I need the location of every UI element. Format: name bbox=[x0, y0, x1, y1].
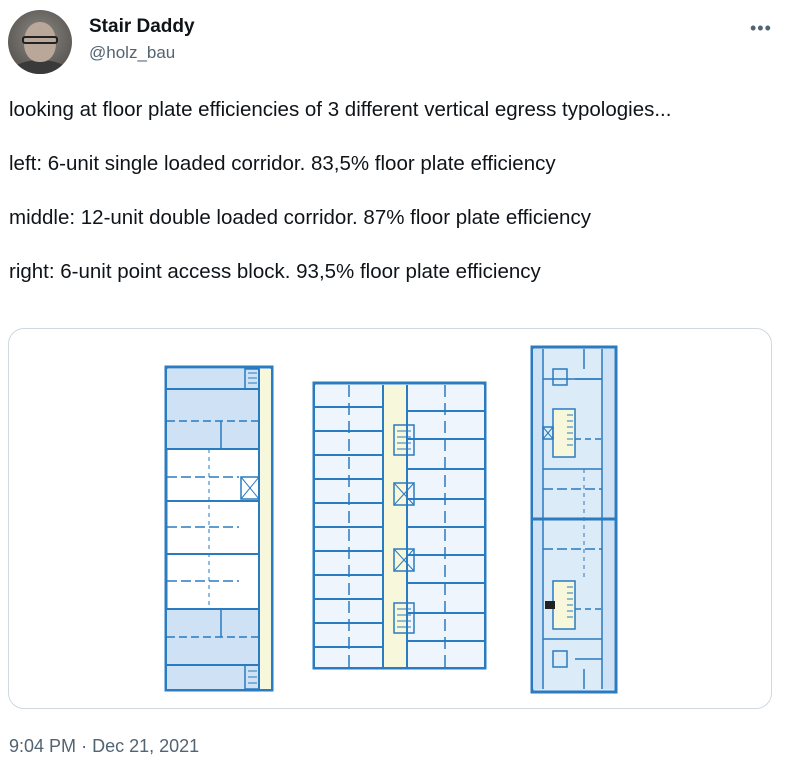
tweet-paragraph: left: 6-unit single loaded corridor. 83,… bbox=[9, 152, 556, 175]
floor-plans-svg bbox=[164, 345, 618, 694]
tweet-paragraph: middle: 12-unit double loaded corridor. … bbox=[9, 206, 591, 229]
plan-double-loaded-corridor bbox=[312, 381, 487, 670]
plan-single-loaded-corridor bbox=[164, 365, 274, 692]
timestamp-separator: · bbox=[81, 736, 88, 756]
media-image[interactable] bbox=[8, 328, 772, 709]
avatar[interactable] bbox=[8, 10, 72, 74]
tweet-paragraph: looking at floor plate efficiencies of 3… bbox=[9, 98, 672, 121]
avatar-glasses bbox=[22, 36, 58, 44]
tweet-timestamp[interactable]: 9:04 PM · Dec 21, 2021 bbox=[9, 735, 199, 757]
more-dots-icon[interactable]: ••• bbox=[750, 18, 772, 38]
author-name[interactable]: Stair Daddy bbox=[89, 16, 195, 37]
avatar-shoulders bbox=[12, 60, 68, 74]
timestamp-date: Dec 21, 2021 bbox=[92, 736, 200, 756]
plan-point-access-block bbox=[530, 345, 618, 694]
author-handle[interactable]: @holz_bau bbox=[89, 43, 176, 62]
tweet-paragraph: right: 6-unit point access block. 93,5% … bbox=[9, 260, 541, 283]
tweet-text: looking at floor plate efficiencies of 3… bbox=[9, 96, 769, 312]
timestamp-time: 9:04 PM bbox=[9, 736, 77, 756]
